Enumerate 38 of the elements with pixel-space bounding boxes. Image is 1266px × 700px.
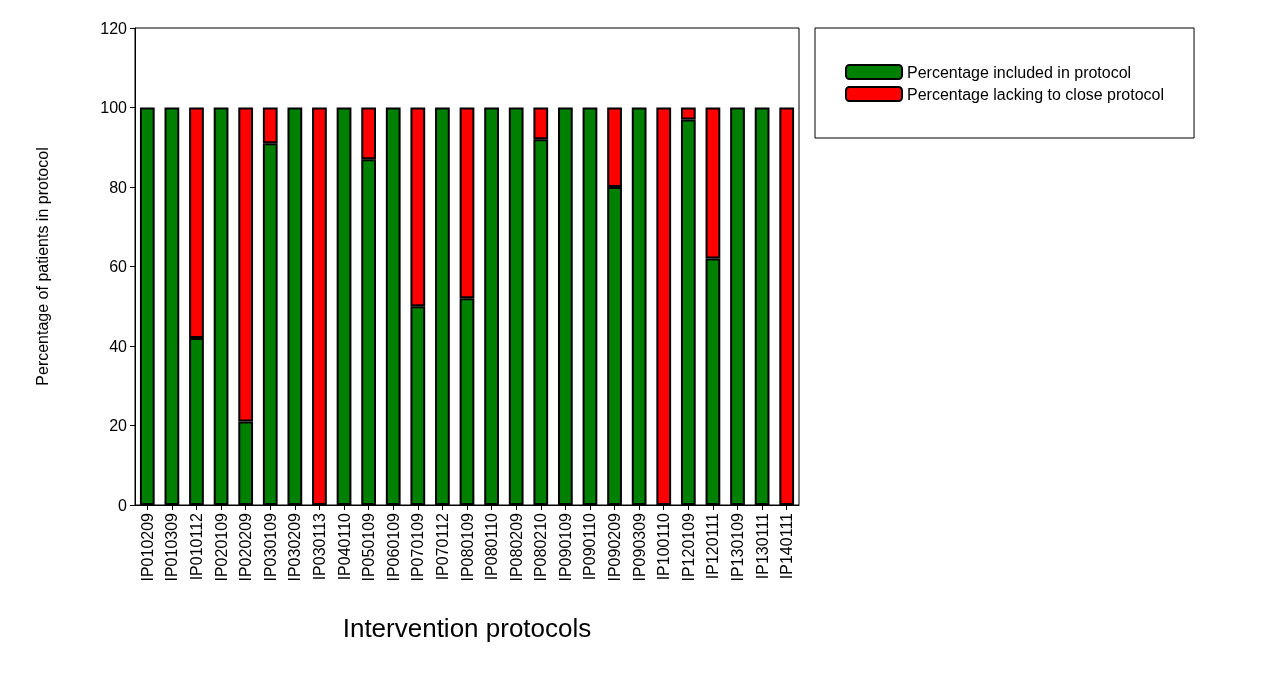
- x-tick-label: IP130111: [753, 512, 771, 580]
- x-tick-label: IP090309: [630, 512, 648, 582]
- y-tick-label: 0: [118, 496, 128, 514]
- y-tick-label: 60: [109, 258, 128, 275]
- x-tick-label: IP140111: [778, 512, 796, 580]
- y-axis-title: Percentage of patients in protocol: [33, 147, 51, 386]
- legend-label: Percentage included in protocol: [907, 63, 1132, 81]
- x-tick-label: IP080110: [483, 512, 501, 581]
- x-tick-label: IP040110: [335, 512, 353, 581]
- x-tick-label: IP020209: [237, 512, 255, 582]
- x-tick-label: IP130109: [729, 512, 747, 582]
- y-tick-label: 100: [100, 99, 128, 116]
- x-tick-label: IP050109: [360, 512, 378, 582]
- x-tick-label: IP080209: [507, 512, 525, 582]
- y-tick-label: 40: [109, 337, 128, 355]
- x-tick-label: IP080109: [458, 512, 476, 582]
- x-tick-label: IP120109: [679, 512, 697, 582]
- y-tick-label: 80: [109, 178, 128, 196]
- x-axis-title: Intervention protocols: [342, 613, 592, 643]
- x-tick-label: IP010112: [187, 512, 205, 581]
- x-tick-label: IP100110: [655, 512, 673, 581]
- x-tick-label: IP030109: [261, 512, 279, 582]
- x-tick-label: IP020109: [212, 512, 230, 582]
- x-tick-label: IP030209: [286, 512, 304, 582]
- x-tick-label: IP010309: [163, 512, 181, 582]
- legend-label: Percentage lacking to close protocol: [907, 85, 1165, 103]
- x-tick-label: IP060109: [384, 512, 402, 582]
- x-tick-label: IP030113: [310, 512, 328, 581]
- x-tick-label: IP070109: [409, 512, 427, 582]
- x-tick-label: IP090110: [581, 512, 599, 581]
- x-tick-label: IP080210: [532, 512, 550, 582]
- y-tick-label: 120: [100, 19, 128, 37]
- x-tick-label: IP010209: [138, 512, 156, 582]
- x-tick-label: IP090109: [556, 512, 574, 582]
- y-tick-label: 20: [109, 417, 128, 434]
- x-tick-label: IP090209: [606, 512, 624, 582]
- x-tick-label: IP120111: [704, 512, 722, 580]
- x-tick-label: IP070112: [433, 512, 451, 581]
